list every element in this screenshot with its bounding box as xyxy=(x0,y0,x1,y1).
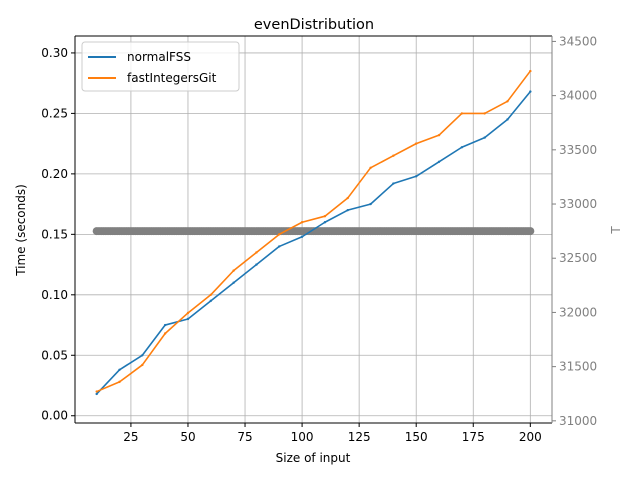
point-normalfss xyxy=(437,160,441,163)
point-normalfss xyxy=(232,281,235,284)
x-tick-label: 100 xyxy=(291,430,314,444)
point-fastintegersgit xyxy=(346,196,349,200)
point-normalfss xyxy=(323,221,327,224)
y-right-tick-label: 33500 xyxy=(559,143,597,157)
line-fastintegersgit xyxy=(96,70,531,393)
point-normalfss xyxy=(460,146,464,149)
marker-t xyxy=(526,227,535,236)
point-fastintegersgit xyxy=(529,69,532,73)
x-axis-label: Size of input xyxy=(276,451,351,465)
point-normalfss xyxy=(483,136,486,139)
point-fastintegersgit xyxy=(186,311,190,315)
point-normalfss xyxy=(95,392,98,396)
point-normalfss xyxy=(529,90,532,93)
y-right-tick-label: 33000 xyxy=(559,197,597,211)
y-right-tick-label: 31000 xyxy=(559,414,597,428)
chart-title: evenDistribution xyxy=(254,17,374,33)
point-fastintegersgit xyxy=(415,142,418,145)
point-normalfss xyxy=(278,245,281,248)
point-fastintegersgit xyxy=(437,133,441,137)
y-tick-label: 0.10 xyxy=(41,288,68,302)
y-right-axis-label: T xyxy=(609,226,623,235)
point-fastintegersgit xyxy=(232,269,235,272)
point-fastintegersgit xyxy=(141,363,144,367)
point-normalfss xyxy=(415,175,418,178)
point-normalfss xyxy=(300,235,304,238)
x-tick-label: 150 xyxy=(405,430,428,444)
y-tick-label: 0.20 xyxy=(41,167,68,181)
x-tick-label: 200 xyxy=(519,430,542,444)
point-normalfss xyxy=(118,368,121,371)
point-fastintegersgit xyxy=(392,154,395,157)
point-normalfss xyxy=(346,208,349,212)
series-lines xyxy=(95,69,532,396)
point-fastintegersgit xyxy=(163,332,167,335)
point-fastintegersgit xyxy=(255,251,258,254)
x-tick-label: 50 xyxy=(180,430,195,444)
x-tick-label: 25 xyxy=(123,430,138,444)
point-normalfss xyxy=(369,202,372,206)
y-axis-label: Time (seconds) xyxy=(14,184,28,277)
point-normalfss xyxy=(163,323,167,327)
axes xyxy=(74,35,553,424)
point-fastintegersgit xyxy=(118,380,121,384)
point-fastintegersgit xyxy=(300,221,304,224)
y-right-tick-label: 32500 xyxy=(559,251,597,265)
y-tick-label: 0.05 xyxy=(41,348,68,362)
point-fastintegersgit xyxy=(483,112,486,115)
point-normalfss xyxy=(392,182,395,185)
x-tick-label: 75 xyxy=(237,430,252,444)
y-right-tick-label: 34500 xyxy=(559,34,597,48)
legend-label-fastintegersgit: fastIntegersGit xyxy=(127,71,217,85)
y-tick-label: 0.30 xyxy=(41,46,68,60)
point-normalfss xyxy=(209,299,212,303)
x-ticks: 25 50 75 100 125 150 175 200 xyxy=(123,423,542,444)
point-normalfss xyxy=(506,118,509,121)
point-fastintegersgit xyxy=(278,233,281,236)
y-ticks: 0.00 0.05 0.10 0.15 0.20 0.25 0.30 xyxy=(41,46,75,423)
x-tick-label: 175 xyxy=(462,430,485,444)
y-tick-label: 0.15 xyxy=(41,227,68,241)
point-normalfss xyxy=(141,354,144,357)
point-fastintegersgit xyxy=(506,100,509,103)
point-fastintegersgit xyxy=(95,390,98,393)
y-right-ticks: 31000 31500 32000 32500 33000 33500 34000 34500 xyxy=(552,34,597,428)
point-normalfss xyxy=(186,317,190,321)
legend: normalFSS fastIntegersGit xyxy=(81,41,240,92)
point-fastintegersgit xyxy=(323,214,327,218)
series-t-markers xyxy=(92,227,535,236)
legend-label-normalfss: normalFSS xyxy=(127,50,191,64)
legend-box xyxy=(81,41,240,92)
point-fastintegersgit xyxy=(369,166,372,170)
line-normalfss xyxy=(96,91,531,395)
y-tick-label: 0.25 xyxy=(41,106,68,120)
point-fastintegersgit xyxy=(209,293,212,297)
x-tick-label: 125 xyxy=(348,430,371,444)
y-right-tick-label: 31500 xyxy=(559,360,597,374)
point-normalfss xyxy=(255,263,258,266)
point-fastintegersgit xyxy=(460,112,464,115)
y-right-tick-label: 34000 xyxy=(559,89,597,103)
y-tick-label: 0.00 xyxy=(41,409,68,423)
y-right-tick-label: 32000 xyxy=(559,305,597,319)
